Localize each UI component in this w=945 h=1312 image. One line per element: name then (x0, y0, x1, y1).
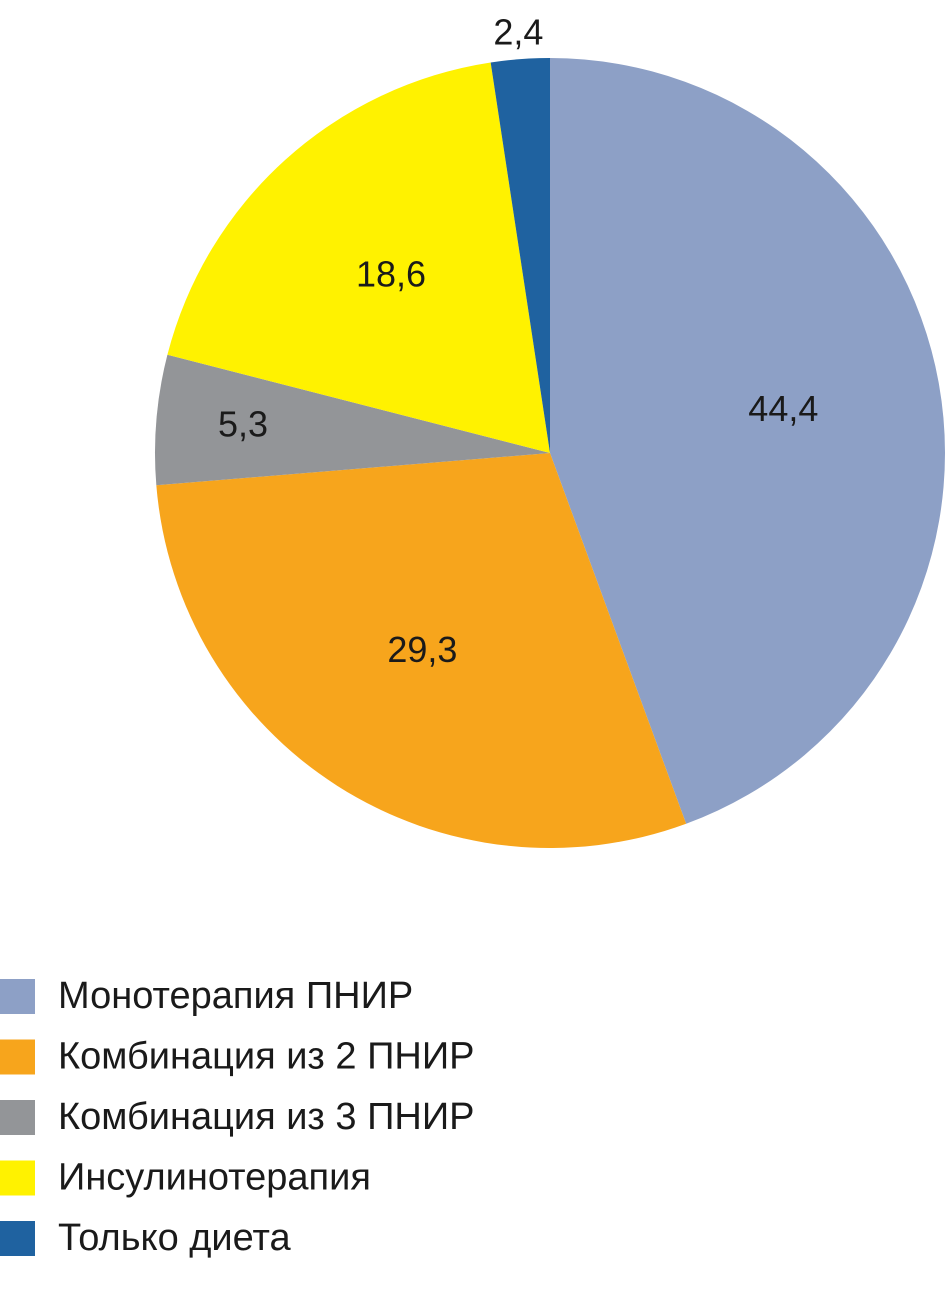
legend-swatch (0, 1221, 35, 1256)
slice-label: 29,3 (387, 629, 457, 670)
legend-label: Комбинация из 3 ПНИР (58, 1096, 475, 1138)
pie-slice (167, 62, 550, 454)
legend-swatch (0, 1160, 35, 1196)
slice-label: 5,3 (218, 403, 268, 444)
slice-label: 18,6 (356, 254, 426, 295)
slice-label: 44,4 (748, 388, 818, 429)
slice-label: 2,4 (493, 12, 543, 53)
pie-slice (550, 58, 945, 824)
pie-slice (154, 354, 550, 486)
legend-label: Инсулинотерапия (58, 1157, 371, 1199)
pie-slice (156, 453, 687, 848)
legend-label: Комбинация из 2 ПНИР (58, 1036, 475, 1078)
legend-label: Монотерапия ПНИР (58, 975, 413, 1017)
legend-swatch (0, 1039, 35, 1075)
legend-label: Только диета (58, 1217, 292, 1259)
legend-swatch (0, 1100, 35, 1135)
legend-swatch (0, 979, 35, 1014)
pie-slice (490, 58, 550, 453)
